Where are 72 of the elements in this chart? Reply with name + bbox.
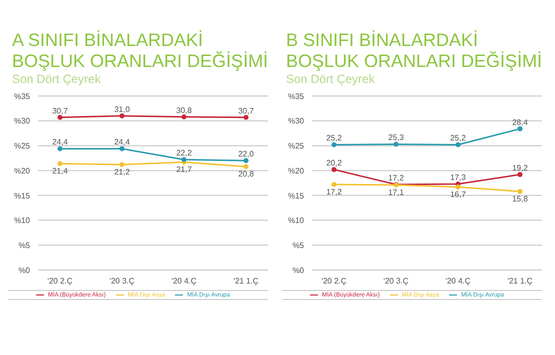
- point: [518, 126, 522, 132]
- point: [332, 167, 336, 172]
- chart-subtitle: Son Dört Çeyrek: [285, 72, 376, 86]
- x-tick-label: '20 3.Ç: [383, 276, 409, 286]
- data-label: 25,3: [388, 133, 404, 142]
- y-tick-label: %15: [14, 191, 31, 200]
- data-label: 15,8: [512, 194, 528, 204]
- point: [456, 142, 460, 148]
- data-label: 19,2: [512, 164, 528, 173]
- data-label: 22,2: [176, 148, 192, 158]
- chart-title: B SINIFI BİNALARDAKİ BOŞLUK ORANLARI DEĞİŞİMİ: [285, 30, 544, 72]
- y-tick-label: %20: [14, 166, 31, 176]
- point: [244, 164, 248, 170]
- y-tick-label: %5: [18, 240, 31, 250]
- y-tick-label: %10: [288, 216, 305, 226]
- point: [244, 158, 248, 164]
- point: [456, 184, 460, 190]
- point: [120, 146, 124, 152]
- x-tick-label: '20 2.Ç: [321, 276, 347, 286]
- point: [120, 162, 124, 168]
- point: [332, 182, 336, 187]
- y-tick-label: %0: [18, 266, 31, 275]
- data-label: 20,8: [238, 170, 254, 179]
- data-label: 30,7: [52, 106, 68, 116]
- y-tick-label: %30: [14, 116, 31, 126]
- data-label: 21,4: [52, 166, 68, 176]
- data-label: 25,2: [450, 134, 466, 143]
- chart-title: A SINIFI BİNALARDAKİ BOŞLUK ORANLARI DEĞİŞİMİ: [11, 30, 270, 72]
- data-label: 31,0: [114, 104, 130, 114]
- point: [518, 172, 522, 178]
- data-label: 30,7: [238, 106, 254, 116]
- y-tick-label: %20: [288, 166, 305, 176]
- data-label: 24,4: [52, 138, 68, 147]
- y-tick-label: %25: [14, 142, 31, 151]
- x-tick-label: '20 3.Ç: [109, 276, 135, 286]
- data-label: 21,7: [176, 165, 192, 174]
- point: [394, 142, 398, 147]
- y-tick-label: %35: [288, 92, 305, 101]
- data-label: 24,4: [114, 138, 130, 147]
- point: [518, 188, 522, 194]
- y-tick-label: %5: [292, 240, 305, 250]
- point: [58, 161, 62, 166]
- x-tick-label: '20 2.Ç: [47, 276, 73, 286]
- x-tick-label: '21 1.Ç: [507, 276, 533, 286]
- data-label: 17,2: [388, 173, 404, 182]
- y-tick-label: %35: [14, 92, 31, 101]
- x-tick-label: '21 1.Ç: [233, 276, 259, 286]
- y-tick-label: %15: [288, 191, 305, 200]
- point: [58, 146, 62, 152]
- y-tick-label: %10: [14, 216, 31, 226]
- chart-subtitle: Son Dört Çeyrek: [11, 72, 102, 86]
- data-label: 17,3: [450, 172, 466, 182]
- data-label: 30,8: [176, 106, 192, 115]
- y-tick-label: %0: [292, 266, 305, 275]
- point: [244, 114, 248, 120]
- data-label: 25,2: [326, 134, 342, 143]
- point: [332, 142, 336, 148]
- x-tick-label: '20 4.Ç: [445, 276, 471, 286]
- point: [182, 157, 186, 162]
- data-label: 17,1: [388, 188, 404, 197]
- point: [120, 113, 124, 118]
- data-label: 28,4: [512, 118, 528, 127]
- data-label: 21,2: [114, 168, 130, 177]
- y-tick-label: %30: [288, 116, 305, 126]
- y-tick-label: %25: [288, 142, 305, 151]
- data-label: 20,2: [326, 158, 342, 168]
- data-label: 22,0: [238, 150, 254, 159]
- x-tick-label: '20 4.Ç: [171, 276, 197, 286]
- data-label: 16,7: [450, 190, 466, 199]
- point: [58, 114, 62, 120]
- data-label: 17,2: [326, 187, 342, 196]
- point: [182, 114, 186, 120]
